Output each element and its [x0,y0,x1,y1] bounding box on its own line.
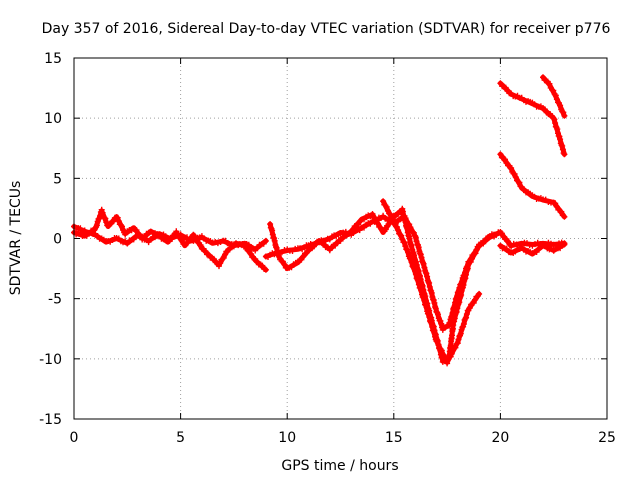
series-arc-6 [497,151,568,220]
x-tick-label: 15 [385,430,403,446]
series-arc-4 [380,198,483,367]
series-arc-3 [267,205,504,365]
y-tick-label: 5 [53,171,62,187]
y-tick-label: 0 [53,232,62,248]
y-tick-label: -15 [39,412,62,428]
y-axis-label: SDTVAR / TECUs [8,181,24,296]
series-layer [71,74,568,367]
y-tick-label: 15 [44,51,62,67]
series-markers [380,198,483,367]
series-markers [497,80,568,158]
y-tick-label: -5 [48,292,62,308]
y-tick-label: 10 [44,111,62,127]
y-tick-label: -10 [39,352,62,368]
chart-title: Day 357 of 2016, Sidereal Day-to-day VTE… [42,21,611,37]
series-arc-7 [540,74,568,119]
x-tick-label: 20 [491,430,509,446]
ticks-layer: 0 5 10 15 20 25 -15 -10 -5 0 5 10 15 [39,51,616,446]
x-tick-label: 10 [278,430,296,446]
x-tick-label: 0 [70,430,79,446]
plot-frame [73,57,608,420]
x-axis-label: GPS time / hours [281,458,398,474]
series-markers [540,74,568,119]
series-markers [497,151,568,220]
x-tick-label: 5 [176,430,185,446]
series-arc-8 [497,241,568,257]
series-arc-5 [497,80,568,158]
x-tick-label: 25 [598,430,616,446]
series-markers [497,241,568,257]
